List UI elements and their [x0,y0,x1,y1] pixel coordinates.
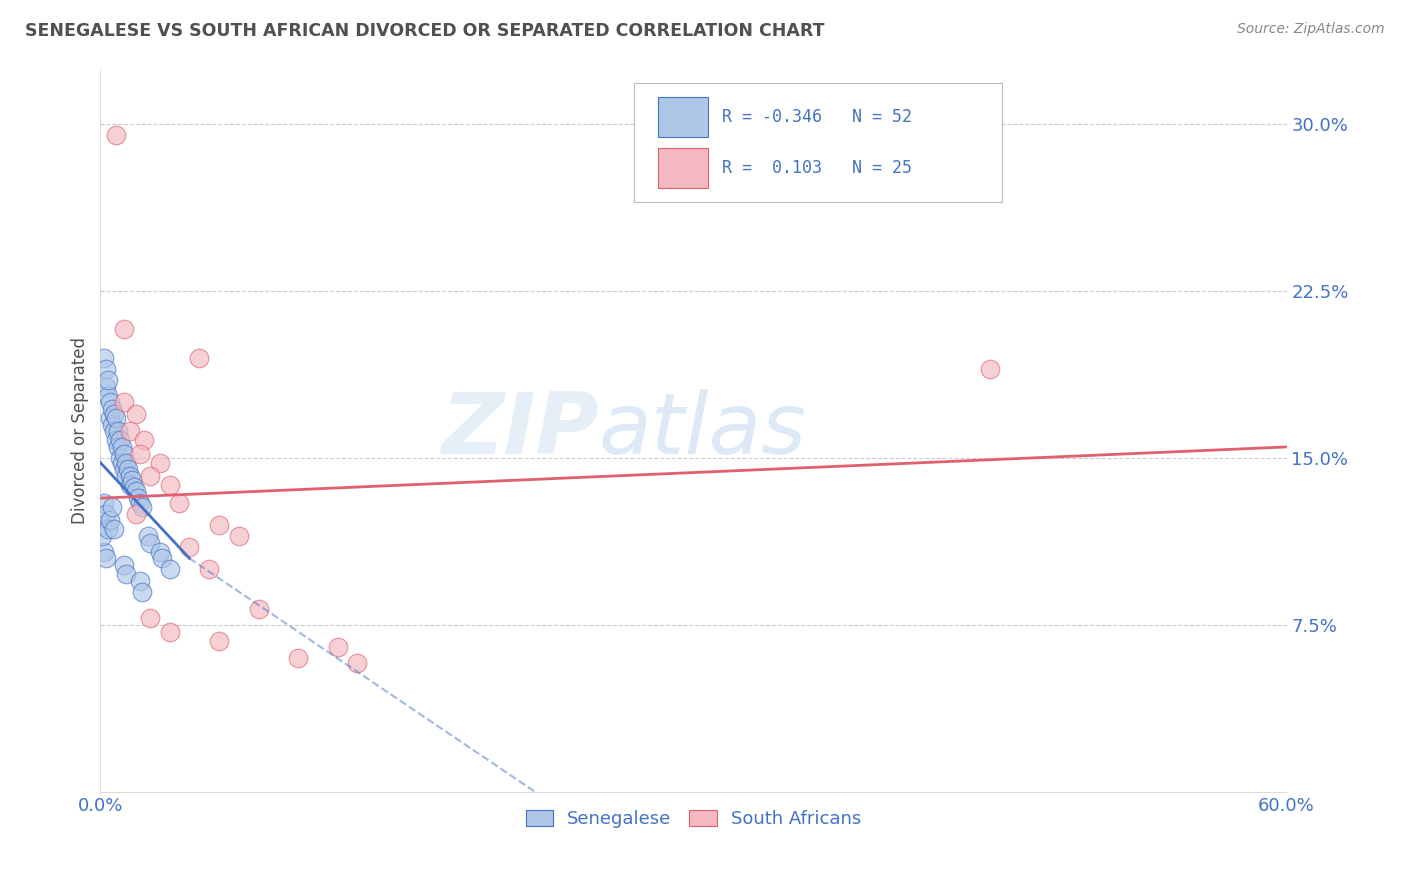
Point [150,551,173,566]
Point [118,468,141,483]
Point [149,456,172,470]
Text: R = -0.346   N = 52: R = -0.346 N = 52 [721,108,912,126]
Point [115,456,138,470]
Point [118,425,141,439]
Point [979,362,1001,376]
Point [107,425,129,439]
Text: SENEGALESE VS SOUTH AFRICAN DIVORCED OR SEPARATED CORRELATION CHART: SENEGALESE VS SOUTH AFRICAN DIVORCED OR … [25,22,825,40]
Text: ZIP: ZIP [441,389,599,472]
Point [179,540,201,554]
Point [208,517,231,532]
Legend: Senegalese, South Africans: Senegalese, South Africans [519,802,869,835]
Point [96,380,118,394]
Point [127,491,149,505]
Point [103,407,125,421]
Point [112,395,135,409]
Point [108,434,131,448]
Point [98,395,121,409]
Point [97,522,120,536]
Point [107,440,129,454]
Point [101,500,124,514]
Text: R =  0.103   N = 25: R = 0.103 N = 25 [721,159,912,177]
Point [139,611,162,625]
Point [101,417,124,432]
Point [101,402,124,417]
Point [228,529,250,543]
Text: Source: ZipAtlas.com: Source: ZipAtlas.com [1237,22,1385,37]
Point [117,462,139,476]
Point [91,529,114,543]
Point [125,507,148,521]
Point [115,566,138,581]
Point [105,434,128,448]
Point [125,407,148,421]
Point [108,451,131,466]
Point [103,425,125,439]
Point [198,562,221,576]
Point [149,544,172,558]
Point [97,373,120,387]
Point [208,633,231,648]
Point [128,574,150,588]
Point [98,513,121,527]
Point [111,440,134,454]
Point [139,468,162,483]
Point [98,411,121,425]
Point [159,624,181,639]
Point [97,389,120,403]
Point [112,322,135,336]
Point [128,447,150,461]
Point [91,517,114,532]
Bar [658,148,707,187]
Point [112,447,135,461]
Point [105,128,128,143]
Point [346,656,368,670]
Point [93,351,115,365]
Point [121,473,143,487]
Point [112,558,135,572]
Point [105,411,128,425]
Point [287,651,309,665]
Point [112,462,135,476]
FancyBboxPatch shape [634,83,1002,202]
Point [125,484,148,499]
Point [103,522,125,536]
Point [188,351,211,365]
Point [96,551,118,566]
Point [96,362,118,376]
Text: atlas: atlas [599,389,807,472]
Point [159,477,181,491]
Point [111,456,134,470]
Point [131,584,153,599]
Y-axis label: Divorced or Separated: Divorced or Separated [72,337,89,524]
Bar [658,97,707,136]
Point [93,544,115,558]
Point [169,495,191,509]
Point [93,495,115,509]
Point [136,529,159,543]
Point [139,535,162,549]
Point [122,480,145,494]
Point [247,602,270,616]
Point [326,640,349,655]
Point [115,468,138,483]
Point [96,507,118,521]
Point [118,477,141,491]
Point [132,434,155,448]
Point [131,500,153,514]
Point [128,495,150,509]
Point [159,562,181,576]
